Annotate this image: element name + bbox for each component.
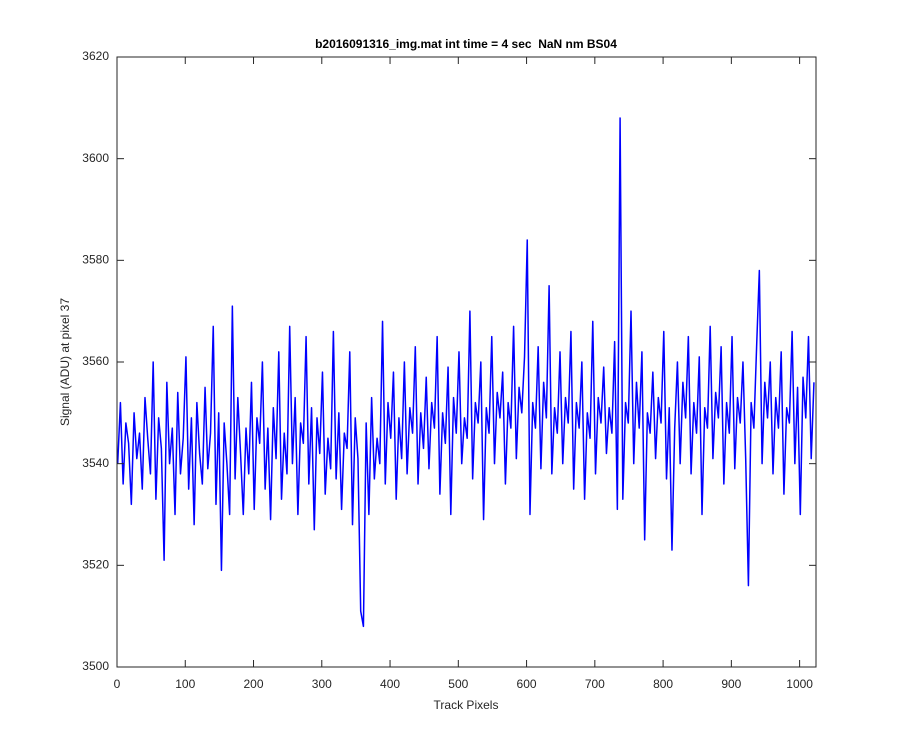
- x-tick-label: 400: [380, 677, 400, 691]
- data-line: [116, 117, 815, 628]
- x-tick-label: 0: [114, 677, 121, 691]
- x-tick-label: 900: [721, 677, 741, 691]
- y-tick-label: 3500: [82, 659, 109, 673]
- x-tick-label: 500: [448, 677, 468, 691]
- y-tick-label: 3600: [82, 151, 109, 165]
- y-axis-label: Signal (ADU) at pixel 37: [58, 298, 72, 426]
- chart-title: b2016091316_img.mat int time = 4 sec NaN…: [315, 37, 617, 51]
- y-tick-label: 3620: [82, 49, 109, 63]
- x-axis-label: Track Pixels: [434, 698, 499, 712]
- y-tick-label: 3560: [82, 354, 109, 368]
- x-tick-label: 700: [585, 677, 605, 691]
- x-tick-label: 100: [175, 677, 195, 691]
- y-tick-label: 3540: [82, 456, 109, 470]
- x-tick-label: 1000: [786, 677, 813, 691]
- y-tick-label: 3520: [82, 558, 109, 572]
- y-tick-label: 3580: [82, 253, 109, 267]
- x-tick-label: 300: [312, 677, 332, 691]
- x-tick-label: 200: [244, 677, 264, 691]
- x-tick-label: 600: [517, 677, 537, 691]
- x-tick-label: 800: [653, 677, 673, 691]
